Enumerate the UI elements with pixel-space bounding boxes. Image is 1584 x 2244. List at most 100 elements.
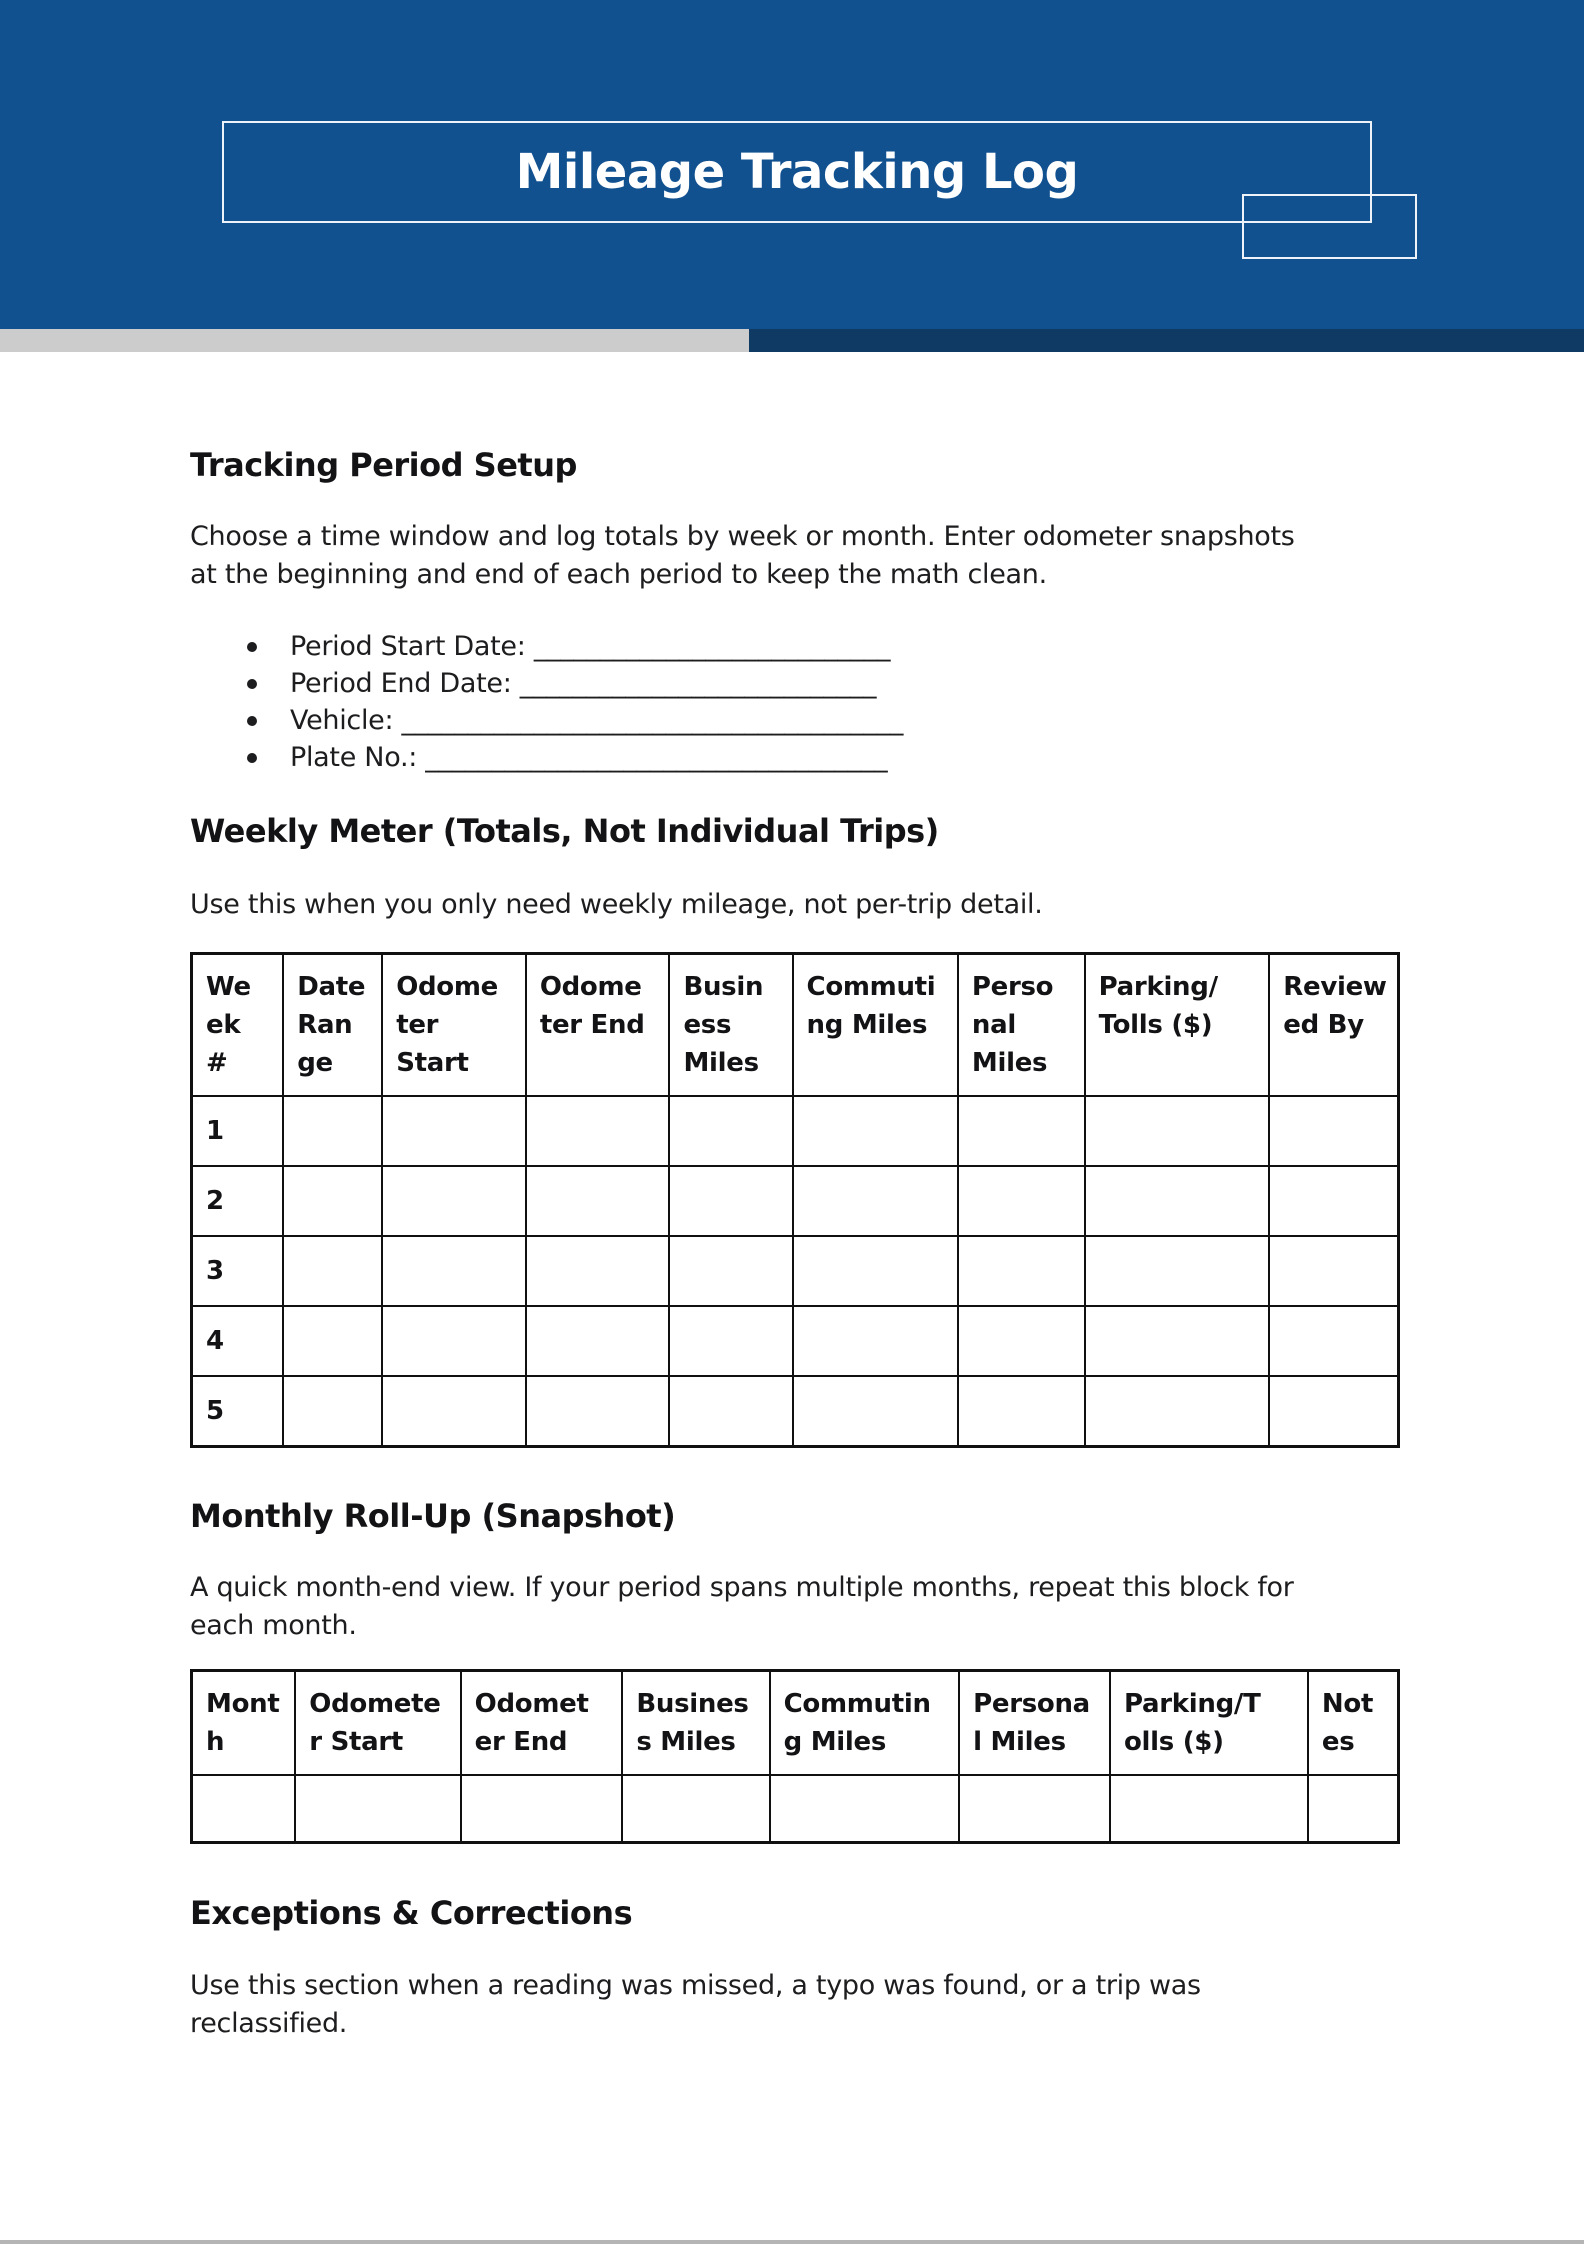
col-parking-tolls: Parking/T olls ($) [1108, 1669, 1309, 1776]
header-band: Mileage Tracking Log [0, 0, 1584, 329]
table-row: 3 [190, 1235, 1400, 1307]
col-odometer-start: Odomete r Start [294, 1669, 462, 1776]
week-number-cell: 4 [190, 1305, 285, 1377]
col-odometer-end: Odomet er End [459, 1669, 624, 1776]
col-business-miles: Busin ess Miles [668, 952, 794, 1097]
empty-cell [1306, 1773, 1400, 1844]
empty-cell [1268, 1375, 1400, 1447]
weekly-meter-description: Use this when you only need weekly milea… [190, 889, 1043, 920]
empty-cell [956, 1235, 1086, 1307]
empty-cell [381, 1235, 527, 1307]
title-box: Mileage Tracking Log [222, 121, 1372, 223]
empty-cell [1083, 1235, 1271, 1307]
page-title: Mileage Tracking Log [515, 144, 1079, 200]
monthly-rollup-heading: Monthly Roll-Up (Snapshot) [190, 1496, 676, 1535]
monthly-rollup-table: Mont h Odomete r Start Odomet er End Bus… [190, 1668, 1400, 1844]
empty-cell [668, 1165, 794, 1237]
empty-cell [1083, 1305, 1271, 1377]
list-item: Period Start Date: _____________________… [190, 628, 1400, 665]
list-item: Plate No.: _____________________________… [190, 739, 1400, 776]
exceptions-description: Use this section when a reading was miss… [190, 1970, 1201, 2039]
empty-cell [668, 1305, 794, 1377]
week-number-cell: 3 [190, 1235, 285, 1307]
empty-cell [524, 1375, 671, 1447]
period-start-date-field: Period Start Date: _____________________… [290, 631, 891, 662]
col-business-miles: Busines s Miles [621, 1669, 771, 1776]
period-end-date-field: Period End Date: _______________________… [290, 668, 877, 699]
plate-no-field: Plate No.: _____________________________… [290, 742, 888, 773]
empty-cell [956, 1305, 1086, 1377]
col-personal-miles: Persona l Miles [958, 1669, 1111, 1776]
empty-cell [282, 1095, 384, 1167]
empty-cell [282, 1165, 384, 1237]
col-odometer-end: Odome ter End [524, 952, 671, 1097]
empty-cell [282, 1305, 384, 1377]
monthly-rollup-description: A quick month-end view. If your period s… [190, 1571, 1294, 1641]
empty-cell [668, 1235, 794, 1307]
table-row: 5 [190, 1375, 1400, 1447]
empty-cell [1108, 1773, 1309, 1844]
empty-cell [768, 1773, 961, 1844]
empty-cell [294, 1773, 462, 1844]
table-header-row: We ek # Date Ran ge Odome ter Start Odom… [190, 952, 1400, 1097]
week-number-cell: 5 [190, 1375, 285, 1447]
empty-cell [956, 1375, 1086, 1447]
empty-cell [1083, 1165, 1271, 1237]
exceptions-heading: Exceptions & Corrections [190, 1894, 633, 1932]
empty-cell [956, 1095, 1086, 1167]
empty-cell [459, 1773, 624, 1844]
empty-cell [668, 1375, 794, 1447]
gray-stripe [0, 329, 749, 352]
empty-cell [1268, 1305, 1400, 1377]
list-item: Vehicle: _______________________________… [190, 702, 1400, 739]
col-odometer-start: Odome ter Start [381, 952, 527, 1097]
col-parking-tolls: Parking/ Tolls ($) [1083, 952, 1271, 1097]
navy-stripe [749, 329, 1584, 352]
week-number-cell: 1 [190, 1095, 285, 1167]
col-date-range: Date Ran ge [282, 952, 384, 1097]
table-row: 1 [190, 1095, 1400, 1167]
table-row: 2 [190, 1165, 1400, 1237]
empty-cell [282, 1375, 384, 1447]
col-personal-miles: Perso nal Miles [956, 952, 1086, 1097]
col-commuting-miles: Commuti ng Miles [791, 952, 959, 1097]
vehicle-field: Vehicle: _______________________________… [290, 705, 904, 736]
page-bottom-edge [0, 2240, 1584, 2244]
empty-cell [791, 1095, 959, 1167]
empty-cell [1268, 1165, 1400, 1237]
empty-cell [190, 1773, 297, 1844]
bullet-icon [247, 678, 257, 689]
empty-cell [791, 1305, 959, 1377]
empty-cell [791, 1165, 959, 1237]
empty-cell [956, 1165, 1086, 1237]
empty-cell [381, 1305, 527, 1377]
empty-cell [1083, 1095, 1271, 1167]
empty-cell [1083, 1375, 1271, 1447]
empty-cell [282, 1235, 384, 1307]
empty-cell [668, 1095, 794, 1167]
col-notes: Not es [1306, 1669, 1400, 1776]
empty-cell [381, 1165, 527, 1237]
empty-cell [524, 1235, 671, 1307]
list-item: Period End Date: _______________________… [190, 665, 1400, 702]
bullet-icon [247, 715, 257, 726]
empty-cell [791, 1375, 959, 1447]
col-week-number: We ek # [190, 952, 285, 1097]
header-stripes [0, 329, 1584, 352]
table-row [190, 1773, 1400, 1844]
weekly-meter-table: We ek # Date Ran ge Odome ter Start Odom… [190, 952, 1400, 1448]
table-row: 4 [190, 1305, 1400, 1377]
document-body: Tracking Period Setup Choose a time wind… [0, 446, 1584, 2043]
empty-cell [791, 1235, 959, 1307]
week-number-cell: 2 [190, 1165, 285, 1237]
empty-cell [621, 1773, 771, 1844]
empty-cell [524, 1165, 671, 1237]
empty-cell [1268, 1095, 1400, 1167]
empty-cell [381, 1095, 527, 1167]
table-header-row: Mont h Odomete r Start Odomet er End Bus… [190, 1669, 1400, 1776]
empty-cell [524, 1095, 671, 1167]
bullet-icon [247, 641, 257, 652]
col-commuting-miles: Commutin g Miles [768, 1669, 961, 1776]
tracking-period-description: Choose a time window and log totals by w… [190, 521, 1295, 590]
tracking-period-fields: Period Start Date: _____________________… [190, 628, 1400, 776]
